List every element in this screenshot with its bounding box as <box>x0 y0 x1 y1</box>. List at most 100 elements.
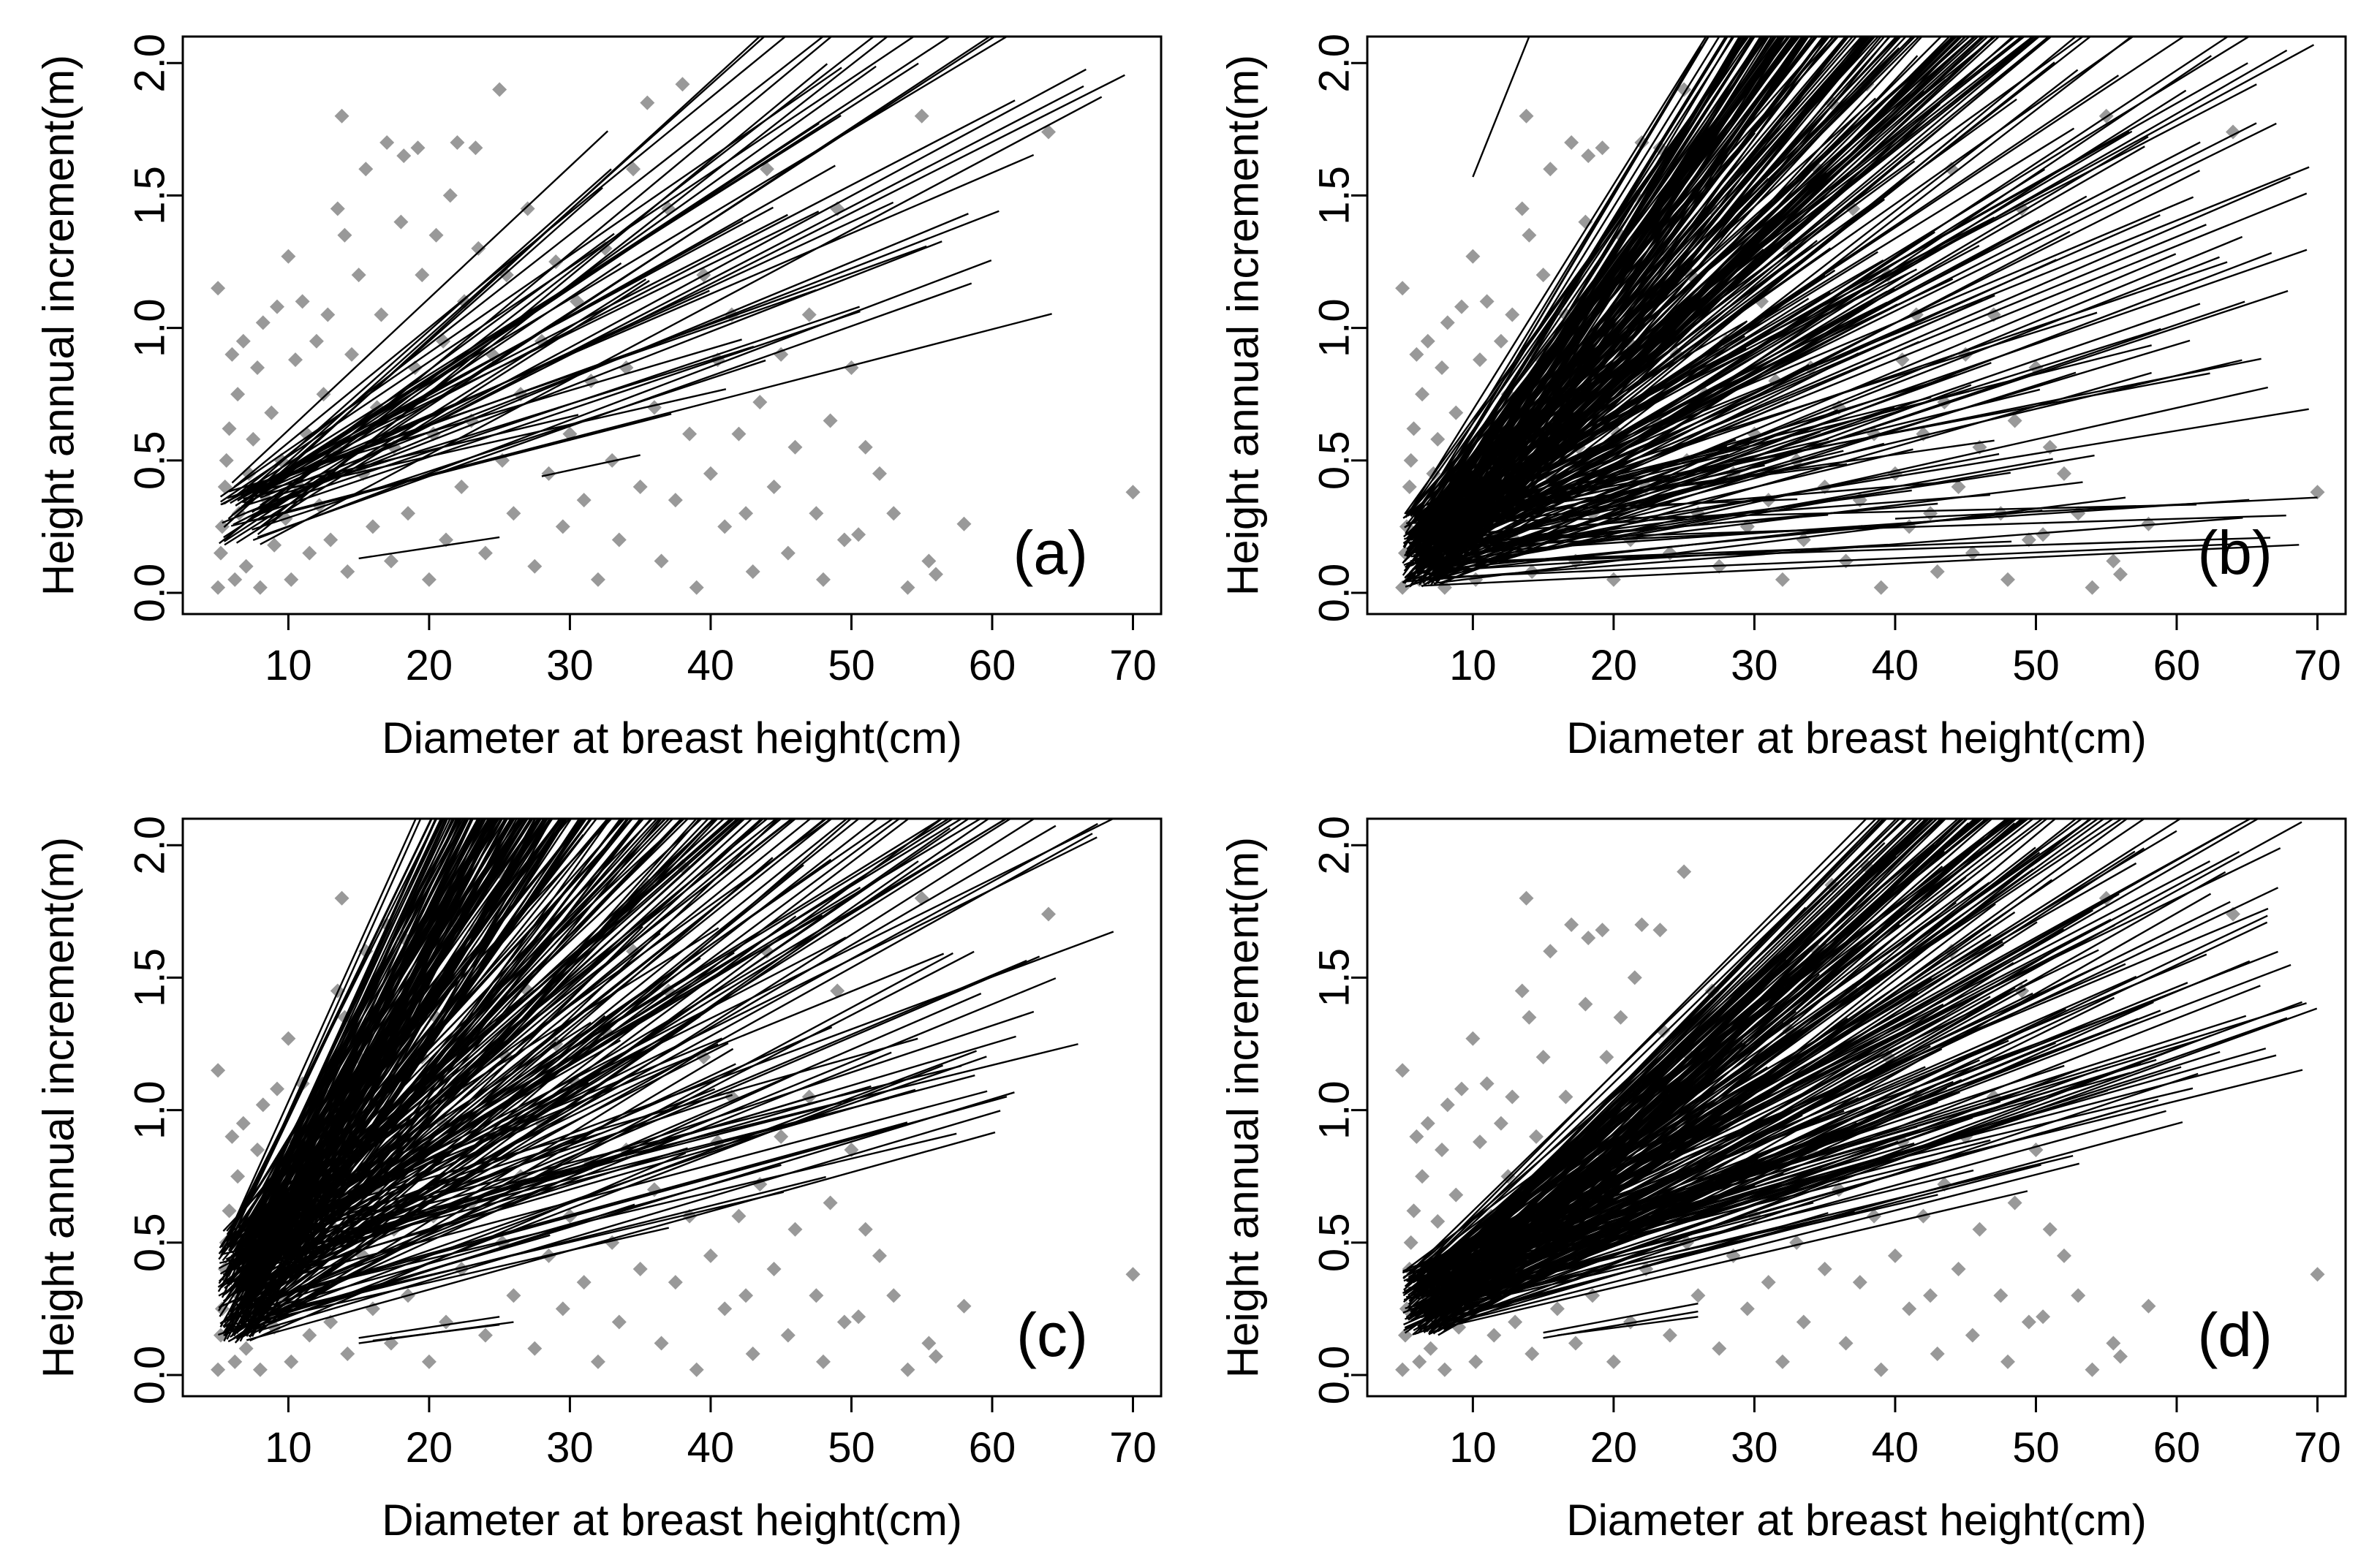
data-point <box>801 307 817 322</box>
x-tick-label: 10 <box>265 642 312 689</box>
data-point <box>836 1314 852 1330</box>
data-point <box>689 1362 704 1377</box>
fit-line <box>1405 272 1911 578</box>
data-point <box>809 1288 824 1303</box>
data-point <box>1578 996 1593 1012</box>
fit-line <box>252 952 735 1268</box>
data-point <box>1395 1063 1410 1078</box>
fit-line <box>222 1164 782 1322</box>
data-point <box>1403 1235 1418 1250</box>
data-point <box>1440 315 1455 330</box>
data-point <box>334 890 350 906</box>
y-tick-label: 1.5 <box>1311 948 1359 1007</box>
y-tick-label: 0.5 <box>126 431 174 490</box>
fit-line <box>1403 514 2286 544</box>
fit-line <box>255 37 766 492</box>
data-point <box>219 452 234 468</box>
fit-line <box>233 819 951 1257</box>
fit-line <box>238 819 910 1328</box>
fit-line <box>229 819 747 1285</box>
data-point <box>1930 564 1945 580</box>
data-point <box>1564 135 1579 150</box>
data-point <box>1965 1328 1980 1343</box>
x-axis: 10 20 30 40 50 60 70 <box>1449 614 2341 689</box>
data-point <box>330 201 345 216</box>
data-point <box>738 506 754 521</box>
fit-lines <box>1402 37 2318 588</box>
fit-line <box>219 819 901 1325</box>
fit-line <box>246 819 491 1256</box>
data-point <box>611 1314 627 1330</box>
x-tick-label: 70 <box>2294 642 2341 689</box>
y-tick-label: 0.5 <box>1311 431 1359 490</box>
fit-line <box>235 37 951 507</box>
data-point <box>2007 413 2022 428</box>
fit-line <box>252 259 992 542</box>
x-tick-label: 30 <box>1731 1424 1778 1472</box>
data-point <box>450 135 465 150</box>
fit-line <box>1425 949 2099 1278</box>
x-tick-label: 30 <box>546 1424 594 1472</box>
data-point <box>1402 480 1417 495</box>
data-point <box>1549 1301 1565 1317</box>
data-point <box>858 439 873 455</box>
fit-line <box>1413 1018 2139 1292</box>
data-point <box>1397 1328 1413 1343</box>
fit-line <box>243 819 528 1241</box>
fit-line <box>243 819 472 1289</box>
y-tick-label: 2.0 <box>1311 816 1359 875</box>
data-point <box>1420 333 1435 349</box>
data-point <box>1599 1050 1614 1065</box>
data-point <box>886 506 902 521</box>
data-point <box>646 400 662 415</box>
data-point <box>506 1288 521 1303</box>
fit-line <box>260 96 1103 545</box>
y-axis-title: Height annual increment(m) <box>1219 55 1268 596</box>
fit-line <box>1416 37 1727 537</box>
fit-line <box>1429 274 1826 541</box>
fit-line <box>1443 1010 1797 1281</box>
fit-line <box>1429 409 1839 580</box>
fit-line <box>1440 37 1806 546</box>
data-point <box>1395 1362 1410 1377</box>
x-tick-label: 50 <box>2012 1424 2060 1472</box>
fit-line <box>1427 37 1780 574</box>
data-point <box>1930 1347 1945 1362</box>
data-point <box>468 140 483 156</box>
fit-line <box>240 819 567 1303</box>
fit-line <box>1436 37 2251 537</box>
data-point <box>281 1031 296 1046</box>
data-point <box>235 1116 251 1131</box>
fit-line <box>1408 819 1868 1281</box>
data-point <box>1406 1203 1421 1219</box>
data-point <box>374 307 389 322</box>
fit-line <box>1472 37 1530 178</box>
fit-line <box>222 968 730 1276</box>
fit-line <box>1431 502 1938 550</box>
fit-line <box>1437 37 1848 558</box>
fit-line <box>249 1026 833 1279</box>
data-point <box>1578 214 1593 230</box>
data-point <box>2000 1354 2015 1369</box>
data-point <box>1412 1354 1427 1369</box>
fit-line <box>1404 37 1796 557</box>
fit-line <box>1414 37 1735 533</box>
data-point <box>2112 567 2128 582</box>
y-tick-label: 1.0 <box>1311 1080 1359 1140</box>
y-tick-label: 0.5 <box>1311 1213 1359 1272</box>
data-point <box>1493 1116 1508 1131</box>
fit-line <box>1428 1184 1786 1311</box>
fit-line <box>246 68 1087 523</box>
x-tick-label: 30 <box>1731 642 1778 689</box>
x-axis: 10 20 30 40 50 60 70 <box>1449 1396 2341 1472</box>
fit-line <box>1422 37 1863 531</box>
fit-line <box>241 819 567 1238</box>
data-point <box>1409 346 1424 362</box>
data-point <box>809 506 824 521</box>
fit-line <box>1422 235 2243 575</box>
fit-line <box>1410 1018 1854 1280</box>
y-tick-label: 1.5 <box>1311 166 1359 225</box>
y-axis: 0.0 0.5 1.0 1.5 2.0 <box>1311 816 1367 1404</box>
data-point <box>766 480 782 495</box>
fit-line <box>254 819 719 1307</box>
